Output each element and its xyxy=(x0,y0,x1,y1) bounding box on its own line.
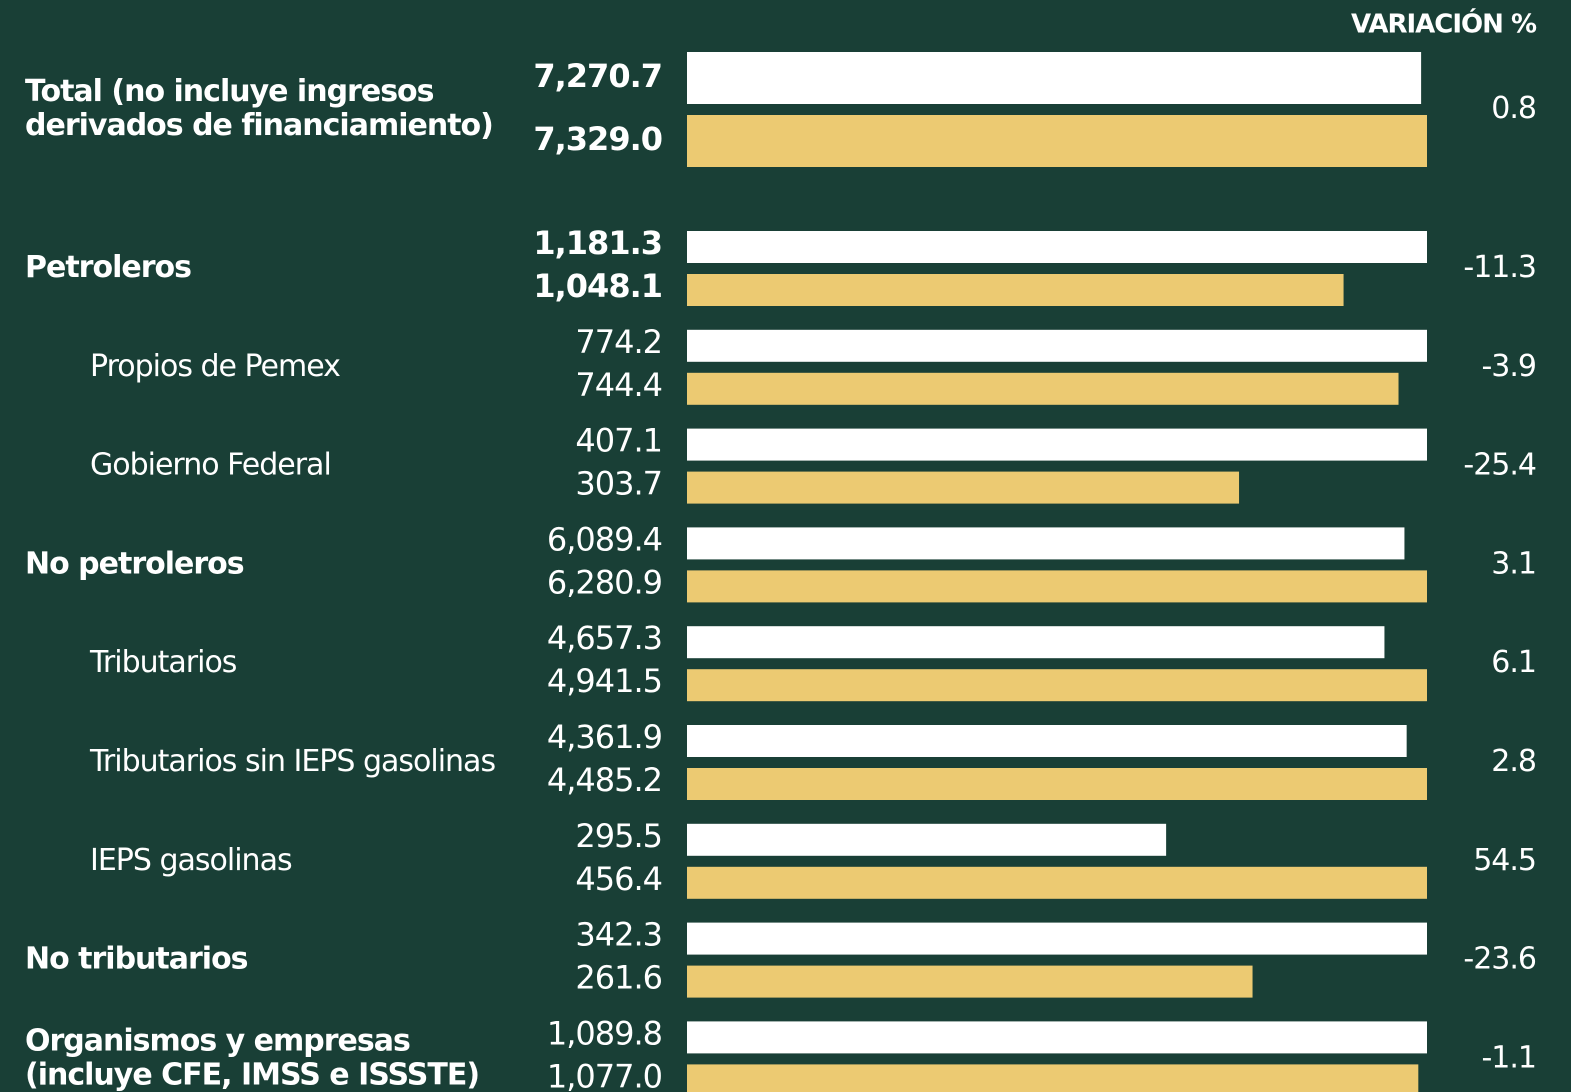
bar xyxy=(687,823,1167,856)
bar xyxy=(687,471,1240,504)
row-label: No tributarios xyxy=(25,942,248,977)
row-label: Tributarios sin IEPS gasolinas xyxy=(89,744,495,779)
bar xyxy=(687,725,1407,757)
header: VARIACIÓN % xyxy=(1351,8,1537,40)
row-label: Petroleros xyxy=(25,250,191,285)
bar xyxy=(687,1064,1419,1092)
value-label: 4,485.2 xyxy=(547,761,662,799)
variation: 0.8 xyxy=(1491,91,1536,126)
bar xyxy=(687,669,1427,702)
row-label: Propios de Pemex xyxy=(90,349,340,384)
value-label: 7,329.0 xyxy=(533,120,662,158)
row-label: IEPS gasolinas xyxy=(90,843,292,878)
bar xyxy=(687,372,1399,405)
value-label: 456.4 xyxy=(575,860,662,898)
value-label: 744.4 xyxy=(575,366,662,404)
value-label: 4,657.3 xyxy=(547,619,662,657)
variation: -3.9 xyxy=(1481,349,1536,384)
row-label: Organismos y empresas xyxy=(25,1023,410,1058)
value-label: 1,077.0 xyxy=(547,1057,662,1092)
row-label: derivados de financiamiento) xyxy=(25,108,493,143)
bar xyxy=(687,274,1344,306)
value-label: 1,181.3 xyxy=(533,224,662,262)
bar xyxy=(687,231,1427,263)
variation: -1.1 xyxy=(1481,1040,1536,1075)
value-label: 407.1 xyxy=(575,422,662,460)
variation: 6.1 xyxy=(1491,645,1536,680)
value-label: 342.3 xyxy=(575,916,662,954)
row-label: Total (no incluye ingresos xyxy=(25,74,434,109)
value-label: 6,280.9 xyxy=(547,563,662,601)
variation: 3.1 xyxy=(1491,546,1536,581)
bar xyxy=(687,768,1427,800)
variation: -23.6 xyxy=(1463,942,1536,977)
bar xyxy=(687,527,1405,560)
bar xyxy=(687,428,1427,461)
variation: -25.4 xyxy=(1463,448,1536,483)
value-label: 261.6 xyxy=(575,959,662,997)
bar xyxy=(687,1021,1427,1054)
variation: 54.5 xyxy=(1473,843,1536,878)
bar xyxy=(687,570,1427,603)
value-label: 7,270.7 xyxy=(533,57,662,95)
bar xyxy=(687,626,1385,659)
variation: 2.8 xyxy=(1491,744,1536,779)
bar xyxy=(687,866,1427,899)
row-label: Tributarios xyxy=(89,645,237,680)
value-label: 4,941.5 xyxy=(547,662,662,700)
value-label: 1,048.1 xyxy=(533,267,662,305)
bar xyxy=(687,965,1253,998)
bar xyxy=(687,329,1427,362)
row-label: No petroleros xyxy=(25,546,244,581)
bar xyxy=(687,115,1427,167)
bar xyxy=(687,922,1427,955)
value-label: 303.7 xyxy=(575,465,662,503)
value-label: 6,089.4 xyxy=(547,520,662,558)
variation: -11.3 xyxy=(1463,250,1536,285)
value-label: 4,361.9 xyxy=(547,718,662,756)
bar xyxy=(687,52,1422,104)
row-label: Gobierno Federal xyxy=(90,448,331,483)
value-label: 774.2 xyxy=(575,323,662,361)
row-label: (incluye CFE, IMSS e ISSSTE) xyxy=(25,1057,479,1092)
value-label: 1,089.8 xyxy=(547,1014,662,1052)
value-label: 295.5 xyxy=(575,817,662,855)
